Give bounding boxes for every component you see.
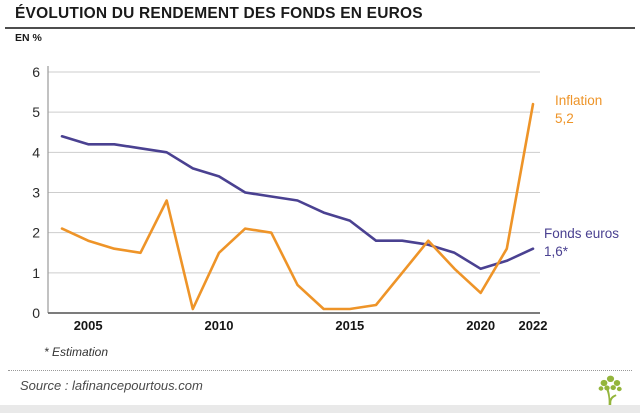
annotation-inflation-value: 5,2 bbox=[555, 111, 574, 126]
series-line-fonds-euros bbox=[60, 135, 535, 271]
annotation-inflation: Inflation 5,2 bbox=[555, 92, 602, 128]
estimation-footnote: * Estimation bbox=[44, 345, 109, 359]
y-tick-label: 0 bbox=[32, 305, 40, 321]
x-tick-label: 2015 bbox=[335, 318, 364, 333]
chart-canvas: 0 1 2 3 4 5 6 2005 2010 2015 2020 2022 bbox=[32, 64, 548, 333]
x-tick-label: 2020 bbox=[466, 318, 495, 333]
footer-separator bbox=[8, 370, 632, 371]
y-tick-label: 3 bbox=[32, 185, 40, 201]
line-chart: 0 1 2 3 4 5 6 2005 2010 2015 2020 2022 Inflation 5,… bbox=[32, 64, 619, 333]
title-underline bbox=[5, 27, 635, 29]
page-title: ÉVOLUTION DU RENDEMENT DES FONDS EN EURO… bbox=[15, 5, 423, 22]
tree-icon bbox=[598, 375, 622, 406]
x-tick-label: 2010 bbox=[205, 318, 234, 333]
source-text: Source : lafinancepourtous.com bbox=[20, 378, 203, 393]
y-tick-label: 5 bbox=[32, 104, 40, 120]
bottom-strip bbox=[0, 405, 640, 413]
y-tick-label: 6 bbox=[32, 64, 40, 80]
y-tick-label: 4 bbox=[32, 144, 40, 160]
annotation-fonds-euros-value: 1,6* bbox=[544, 244, 569, 259]
y-tick-label: 2 bbox=[32, 225, 40, 241]
annotation-fonds-euros: Fonds euros 1,6* bbox=[544, 225, 619, 261]
y-tick-label: 1 bbox=[32, 265, 40, 281]
x-tick-label: 2022 bbox=[519, 318, 548, 333]
x-tick-label: 2005 bbox=[74, 318, 103, 333]
annotation-inflation-label: Inflation bbox=[555, 93, 603, 108]
annotation-fonds-euros-label: Fonds euros bbox=[544, 226, 620, 241]
y-axis-unit-label: EN % bbox=[15, 32, 42, 44]
series-line-inflation bbox=[60, 102, 535, 311]
